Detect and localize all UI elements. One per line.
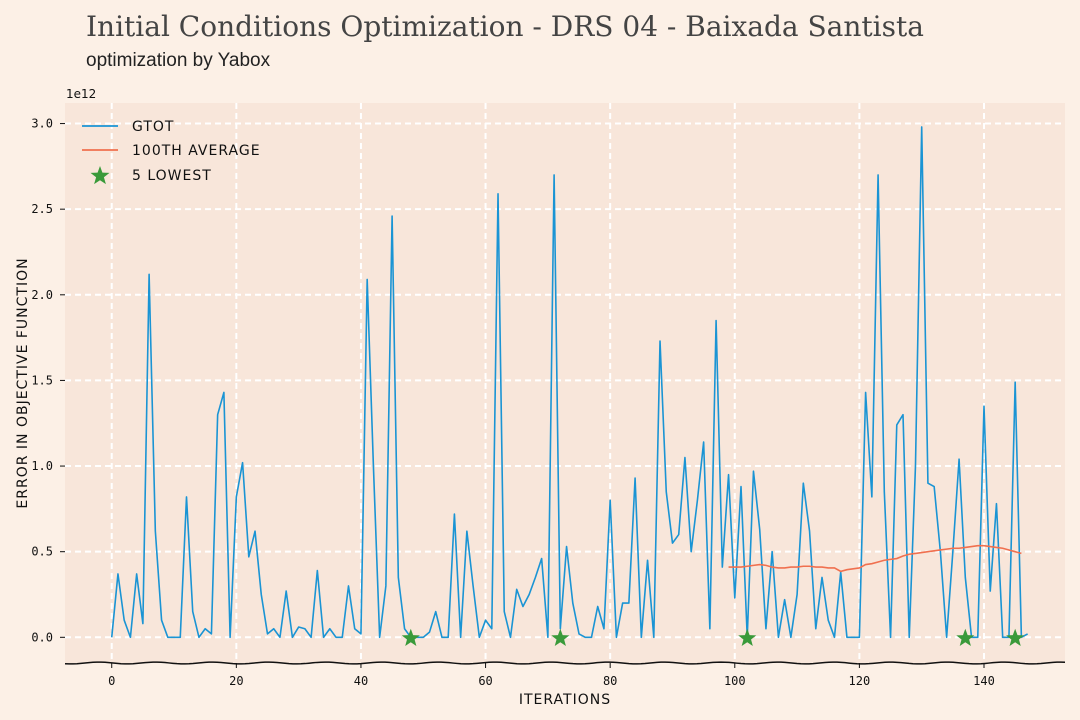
lowest-point-star (551, 628, 570, 646)
y-tick-label: 2.5 (31, 202, 53, 216)
y-tick-label: 1.5 (31, 373, 53, 387)
y-tick-label: 1.0 (31, 459, 53, 473)
x-tick-label: 140 (973, 674, 995, 688)
lowest-point-star (1006, 628, 1025, 646)
x-axis-label: ITERATIONS (519, 692, 611, 708)
legend-label-lowest: 5 LOWEST (132, 168, 212, 184)
x-tick-label: 100 (724, 674, 746, 688)
x-tick-label: 0 (108, 674, 115, 688)
x-tick-label: 40 (354, 674, 368, 688)
series-line-gtot (110, 126, 1029, 639)
x-tick-label: 80 (603, 674, 617, 688)
y-axis-label: ERROR IN OBJECTIVE FUNCTION (15, 257, 31, 508)
y-offset-label: 1e12 (66, 87, 96, 101)
lowest-point-star (956, 628, 975, 646)
x-tick-label: 60 (478, 674, 492, 688)
chart-title: Initial Conditions Optimization - DRS 04… (86, 10, 924, 43)
ticks: 0 20 40 60 80 100 120 140 0.0 0.5 1.0 1.5 2.0 2.5 3.0 (31, 117, 1066, 688)
chart-subtitle: optimization by Yabox (86, 50, 271, 71)
x-tick-label: 120 (849, 674, 871, 688)
plot-area (65, 103, 1065, 663)
series-line-average (728, 544, 1022, 573)
legend-label-average: 100TH AVERAGE (132, 143, 261, 159)
y-tick-label: 3.0 (31, 117, 53, 131)
x-axis-line (64, 661, 1066, 665)
x-tick-label: 20 (229, 674, 243, 688)
y-tick-label: 2.0 (31, 288, 53, 302)
y-tick-label: 0.5 (31, 545, 53, 559)
legend: GTOT 100TH AVERAGE 5 LOWEST (82, 119, 261, 185)
y-tick-label: 0.0 (31, 630, 53, 644)
series-layer (110, 126, 1029, 646)
legend-swatch-lowest-star-icon (90, 166, 110, 185)
lowest-point-star (401, 628, 420, 646)
lowest-point-star (738, 628, 757, 646)
legend-label-gtot: GTOT (132, 119, 174, 135)
